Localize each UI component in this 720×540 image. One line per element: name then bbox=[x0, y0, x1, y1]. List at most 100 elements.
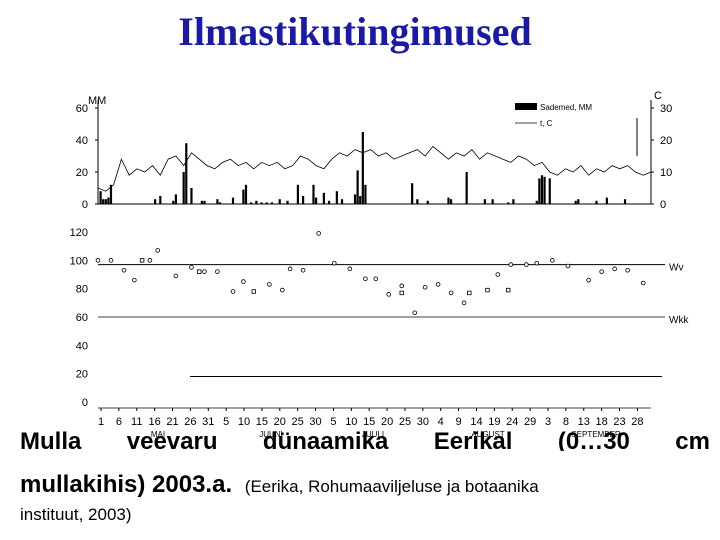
month-label: JUUNI bbox=[259, 430, 283, 439]
precipitation-bar bbox=[174, 194, 177, 204]
x-tick-label: 3 bbox=[545, 416, 551, 428]
month-label: MAI bbox=[151, 430, 165, 439]
precipitation-bar bbox=[314, 197, 318, 204]
precipitation-bar bbox=[507, 202, 510, 204]
water-point bbox=[550, 258, 555, 263]
x-tick-label: 6 bbox=[116, 416, 122, 428]
precipitation-bar bbox=[154, 199, 157, 204]
right-tick-label: 10 bbox=[660, 167, 672, 179]
water-point bbox=[373, 276, 379, 282]
water-point-square bbox=[139, 258, 145, 263]
water-point bbox=[399, 283, 405, 289]
water-point bbox=[386, 292, 392, 297]
left-tick-label: 20 bbox=[76, 167, 88, 179]
water-point bbox=[565, 263, 571, 269]
precipitation-bar bbox=[203, 200, 206, 204]
x-tick-label: 10 bbox=[238, 416, 250, 428]
precipitation-bar bbox=[327, 200, 331, 204]
x-tick-label: 23 bbox=[613, 416, 625, 428]
x-tick-label: 16 bbox=[149, 416, 161, 428]
caption-line-3: instituut, 2003) bbox=[20, 505, 132, 524]
x-tick-label: 14 bbox=[470, 416, 482, 428]
precipitation-bar bbox=[543, 176, 546, 204]
water-point bbox=[422, 284, 428, 290]
precipitation-bar bbox=[255, 200, 258, 204]
precipitation-bar bbox=[218, 202, 222, 204]
water-point bbox=[586, 277, 591, 283]
x-tick-label: 30 bbox=[309, 416, 321, 428]
precipitation-bar bbox=[216, 199, 219, 204]
precipitation-bar bbox=[361, 132, 364, 204]
precipitation-bar bbox=[286, 200, 289, 204]
precipitation-bar bbox=[416, 199, 419, 204]
x-tick-label: 1 bbox=[98, 416, 104, 428]
precipitation-bar bbox=[340, 199, 344, 204]
x-tick-label: 21 bbox=[166, 416, 178, 428]
precipitation-bar bbox=[623, 199, 627, 204]
water-point bbox=[640, 280, 646, 286]
x-tick-label: 11 bbox=[131, 416, 142, 428]
water-point bbox=[412, 310, 418, 316]
precipitation-bar bbox=[426, 200, 429, 204]
y-tick-label: 20 bbox=[76, 369, 88, 381]
water-point bbox=[363, 276, 368, 282]
y-tick-label: 0 bbox=[82, 397, 88, 409]
precipitation-bar bbox=[296, 184, 300, 204]
water-point-square bbox=[485, 287, 490, 293]
precipitation-bar bbox=[335, 191, 338, 204]
legend-temperature: t, C bbox=[540, 119, 553, 128]
right-axis-unit: C bbox=[654, 90, 662, 102]
water-point bbox=[241, 279, 246, 284]
x-tick-label: 10 bbox=[345, 416, 357, 428]
y-tick-label: 80 bbox=[76, 284, 88, 296]
precipitation-bar bbox=[185, 143, 188, 204]
water-point bbox=[599, 269, 604, 274]
precipitation-bar bbox=[548, 178, 551, 204]
precipitation-bar bbox=[231, 197, 235, 204]
precipitation-bar bbox=[364, 184, 367, 204]
x-tick-label: 9 bbox=[456, 416, 462, 428]
precipitation-bar bbox=[595, 200, 598, 204]
water-point bbox=[267, 282, 272, 287]
precipitation-bar bbox=[605, 197, 608, 204]
left-tick-label: 40 bbox=[76, 135, 88, 147]
x-tick-label: 20 bbox=[381, 416, 393, 428]
x-tick-label: 13 bbox=[578, 416, 590, 428]
precipitation-bar bbox=[265, 202, 268, 204]
x-tick-label: 19 bbox=[488, 416, 500, 428]
water-point bbox=[121, 267, 127, 273]
water-point bbox=[461, 300, 467, 306]
water-point bbox=[95, 258, 101, 263]
x-tick-label: 15 bbox=[256, 416, 268, 428]
water-point bbox=[316, 231, 321, 236]
y-tick-label: 120 bbox=[70, 227, 88, 239]
precipitation-bar bbox=[540, 175, 544, 204]
precipitation-bar bbox=[577, 199, 580, 204]
precipitation-bar bbox=[99, 191, 102, 204]
precipitation-bar bbox=[535, 200, 538, 204]
water-point bbox=[347, 266, 353, 272]
precipitation-bar bbox=[107, 197, 110, 204]
precipitation-bar bbox=[250, 202, 253, 204]
month-label: JUULI bbox=[362, 430, 384, 439]
x-tick-label: 20 bbox=[274, 416, 286, 428]
temperature-line bbox=[97, 145, 652, 192]
water-point bbox=[280, 287, 285, 293]
y-tick-label: 40 bbox=[76, 340, 88, 352]
precipitation-bar bbox=[109, 184, 113, 204]
precipitation-bar bbox=[447, 197, 450, 204]
precipitation-bar bbox=[353, 194, 357, 204]
legend-precipitation: Sademed, MM bbox=[540, 103, 592, 112]
caption-main: mullakihis) 2003.a. bbox=[20, 471, 233, 498]
x-tick-label: 15 bbox=[363, 416, 375, 428]
precipitation-bar bbox=[182, 172, 185, 204]
water-point-square bbox=[399, 290, 404, 296]
month-label: AUGUST bbox=[471, 430, 504, 439]
water-point-square bbox=[506, 287, 511, 293]
precipitation-bar bbox=[512, 199, 515, 204]
precipitation-bar bbox=[322, 192, 325, 204]
precipitation-bar bbox=[278, 199, 281, 204]
water-point bbox=[524, 262, 529, 267]
x-tick-label: 4 bbox=[438, 416, 444, 428]
